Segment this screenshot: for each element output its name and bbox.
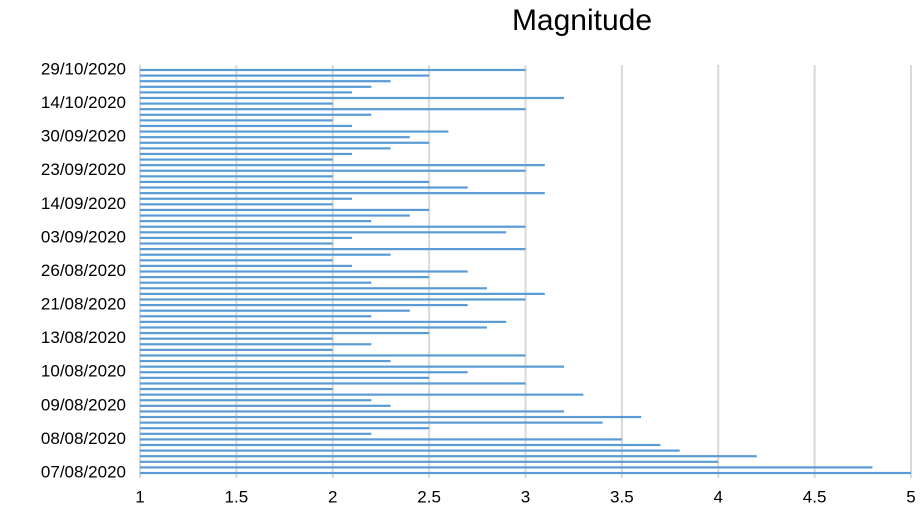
bar <box>140 298 526 301</box>
bar <box>140 320 507 323</box>
bar <box>140 343 372 346</box>
y-tick-label: 14/09/2020 <box>41 194 126 213</box>
bar <box>140 410 565 413</box>
bar <box>140 415 642 419</box>
bar <box>140 203 333 206</box>
bar <box>140 404 391 407</box>
bar <box>140 270 468 273</box>
x-tick-label: 5 <box>906 487 915 506</box>
bar <box>140 376 430 379</box>
bar <box>140 331 430 335</box>
bar <box>140 96 565 100</box>
bar <box>140 466 873 469</box>
y-tick-label: 29/10/2020 <box>41 59 126 78</box>
x-tick-label: 3.5 <box>610 487 634 506</box>
bar <box>140 147 391 150</box>
bar <box>140 393 584 396</box>
bar <box>140 275 430 279</box>
x-tick-label: 1.5 <box>225 487 249 506</box>
bar <box>140 337 333 340</box>
bar <box>140 449 680 452</box>
bar <box>140 443 661 447</box>
bar <box>140 309 410 312</box>
bar <box>140 136 410 139</box>
bar <box>140 382 526 385</box>
bar <box>140 348 333 351</box>
bar <box>140 119 333 122</box>
y-tick-label: 21/08/2020 <box>41 295 126 314</box>
bar <box>140 102 333 105</box>
x-tick-label: 4.5 <box>803 487 827 506</box>
bar <box>140 455 757 458</box>
bar <box>140 365 565 368</box>
bar <box>140 130 449 133</box>
bar <box>140 169 526 172</box>
bar <box>140 85 372 88</box>
bar <box>140 432 372 435</box>
y-tick-label: 08/08/2020 <box>41 429 126 448</box>
bar <box>140 427 430 430</box>
bar <box>140 248 526 251</box>
bar <box>140 303 468 307</box>
bar <box>140 326 487 329</box>
bar <box>140 158 333 161</box>
bar <box>140 68 526 72</box>
y-tick-label: 26/08/2020 <box>41 261 126 280</box>
bar <box>140 80 391 83</box>
bar <box>140 253 391 256</box>
bar <box>140 460 719 463</box>
bar <box>140 164 545 167</box>
y-tick-label: 14/10/2020 <box>41 93 126 112</box>
y-tick-label: 13/08/2020 <box>41 328 126 347</box>
y-tick-label: 10/08/2020 <box>41 362 126 381</box>
bar <box>140 91 353 94</box>
bar <box>140 371 468 374</box>
y-tick-label: 23/09/2020 <box>41 160 126 179</box>
bar <box>140 186 468 189</box>
bar <box>140 287 487 290</box>
x-tick-label: 2.5 <box>417 487 441 506</box>
bar <box>140 231 507 234</box>
bar <box>140 354 526 357</box>
chart-title: Magnitude <box>512 4 652 37</box>
bar <box>140 387 333 391</box>
bar <box>140 359 391 363</box>
bar <box>140 108 526 111</box>
y-tick-label: 03/09/2020 <box>41 227 126 246</box>
bar <box>140 152 353 156</box>
bar <box>140 141 430 144</box>
bar <box>140 197 353 200</box>
x-tick-label: 4 <box>714 487 723 506</box>
bar <box>140 471 911 475</box>
bar <box>140 242 333 245</box>
bar <box>140 74 430 77</box>
bar <box>140 113 372 116</box>
bar <box>140 208 430 212</box>
bar <box>140 292 545 295</box>
x-tick-label: 3 <box>521 487 530 506</box>
bar <box>140 220 372 223</box>
bar <box>140 180 430 184</box>
bar <box>140 236 353 240</box>
x-tick-label: 2 <box>328 487 337 506</box>
y-tick-label: 30/09/2020 <box>41 127 126 146</box>
bar <box>140 214 410 217</box>
bar <box>140 438 622 441</box>
bar <box>140 421 603 424</box>
bar <box>140 315 372 318</box>
bar <box>140 281 372 284</box>
y-tick-label: 09/08/2020 <box>41 395 126 414</box>
bar <box>140 399 372 402</box>
bar <box>140 192 545 195</box>
x-tick-label: 1 <box>135 487 144 506</box>
bar <box>140 124 353 128</box>
bar <box>140 225 526 228</box>
bar <box>140 264 353 268</box>
bar <box>140 259 333 262</box>
y-tick-label: 07/08/2020 <box>41 462 126 481</box>
bar <box>140 175 333 178</box>
